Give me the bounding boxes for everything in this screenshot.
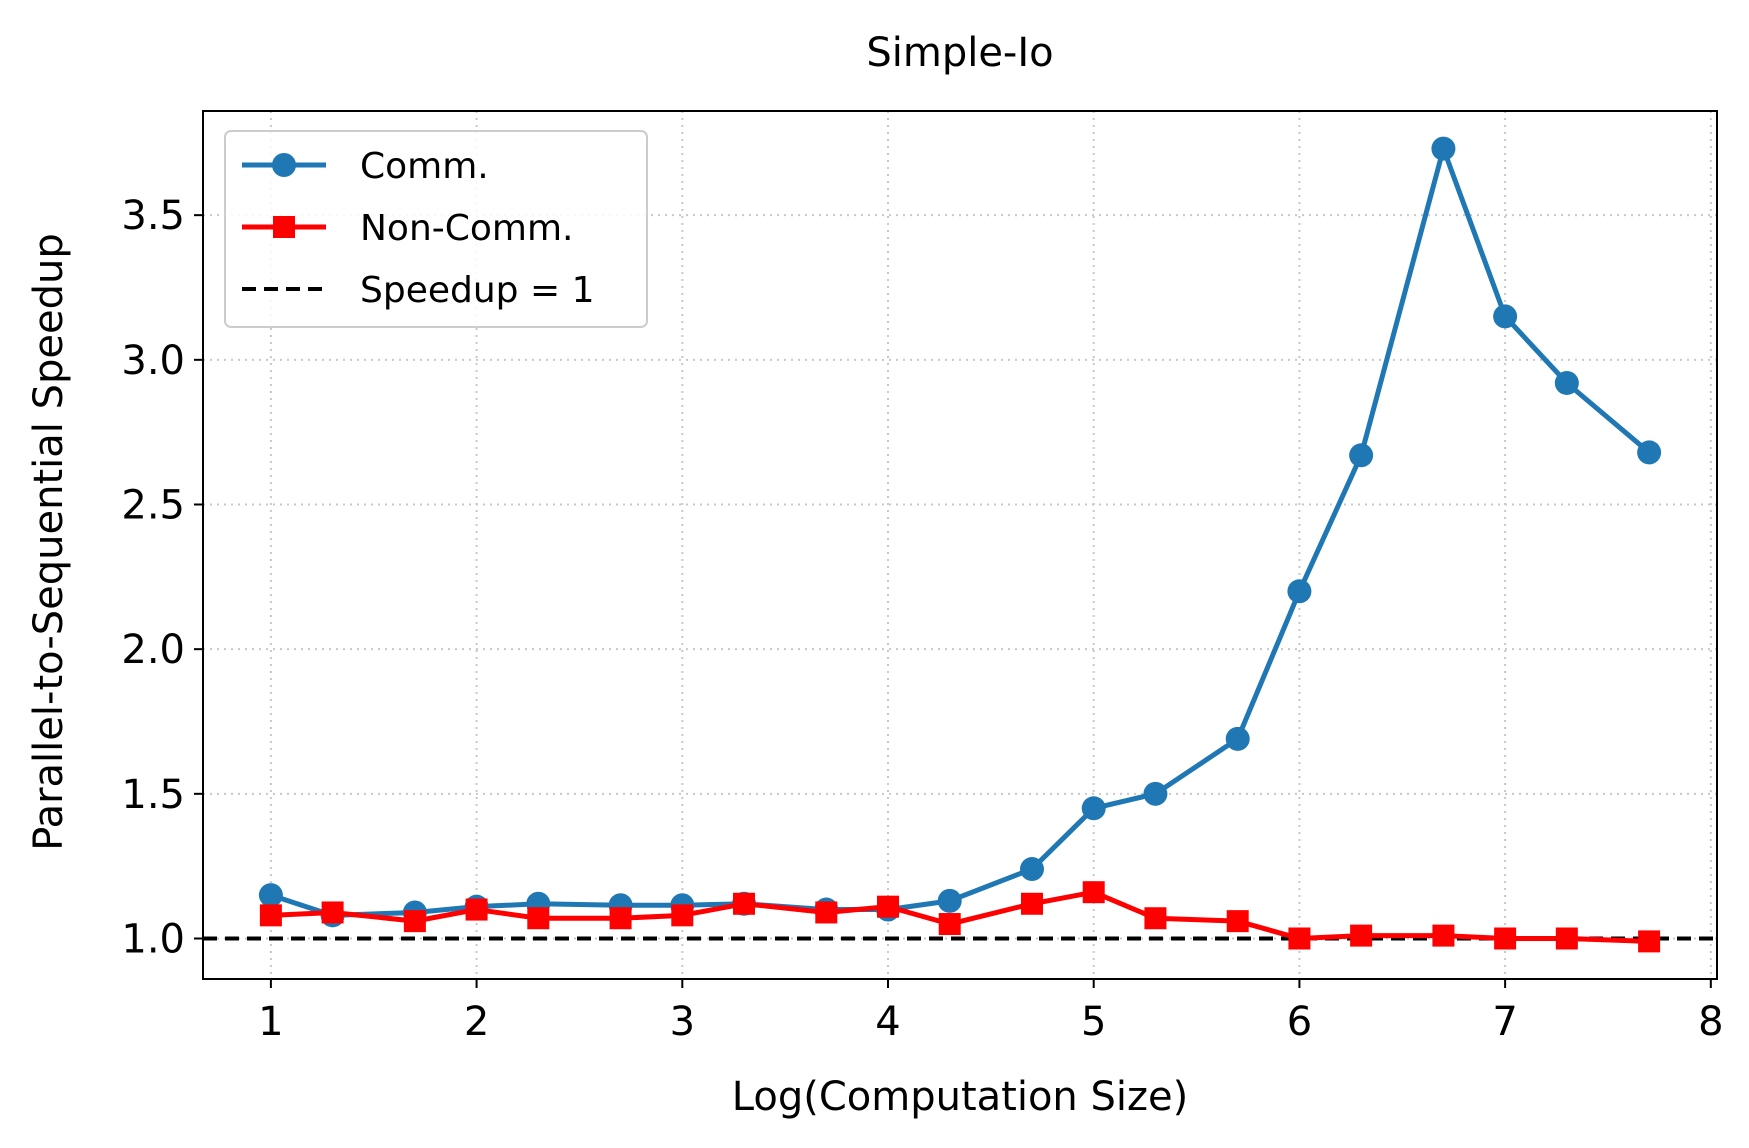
data-point — [1555, 927, 1578, 950]
data-point — [403, 910, 426, 933]
x-tick-label: 2 — [464, 999, 489, 1045]
data-point — [609, 907, 632, 930]
data-point — [1432, 924, 1455, 947]
y-tick-label: 1.0 — [121, 916, 185, 962]
data-point — [1225, 726, 1250, 751]
data-point — [1082, 881, 1105, 904]
legend-entry: Speedup = 1 — [242, 270, 594, 311]
legend-marker — [272, 153, 296, 177]
data-point — [1226, 910, 1249, 933]
series-2 — [259, 881, 1661, 953]
grid — [203, 111, 1717, 979]
data-point — [815, 901, 838, 924]
y-tick-label: 3.0 — [121, 338, 185, 384]
x-tick-label: 1 — [258, 999, 283, 1045]
data-point — [1020, 892, 1043, 915]
x-axis-ticks: 1 2 3 4 5 6 7 8 — [258, 979, 1724, 1045]
data-point — [527, 907, 550, 930]
x-tick-label: 5 — [1081, 999, 1106, 1045]
chart-title: Simple-Io — [866, 30, 1053, 76]
data-point — [937, 888, 962, 913]
data-point — [1431, 136, 1456, 161]
data-point — [1638, 930, 1661, 953]
data-point — [1350, 924, 1373, 947]
data-point — [1494, 927, 1517, 950]
legend-entry: Comm. — [242, 146, 489, 187]
series-group — [258, 136, 1662, 953]
y-tick-label: 2.0 — [121, 627, 185, 673]
data-point — [1637, 440, 1662, 465]
x-tick-label: 8 — [1698, 999, 1723, 1045]
data-point — [877, 895, 900, 918]
data-point — [1493, 304, 1518, 329]
data-point — [1081, 796, 1106, 821]
data-point — [671, 904, 694, 927]
y-tick-label: 2.5 — [121, 482, 185, 528]
data-point — [1287, 579, 1312, 604]
data-point — [1349, 443, 1374, 468]
y-axis-ticks: 1.0 1.5 2.0 2.5 3.0 3.5 — [121, 193, 203, 962]
legend-label: Comm. — [360, 146, 489, 187]
data-point — [1554, 370, 1579, 395]
data-point — [1143, 781, 1168, 806]
data-point — [259, 904, 282, 927]
y-axis-label: Parallel-to-Sequential Speedup — [26, 233, 72, 850]
data-point — [465, 898, 488, 921]
data-point — [258, 883, 283, 908]
legend-label: Non-Comm. — [360, 208, 574, 249]
x-axis-label: Log(Computation Size) — [732, 1074, 1188, 1120]
x-tick-label: 6 — [1287, 999, 1312, 1045]
x-tick-label: 3 — [670, 999, 695, 1045]
legend: Comm. Non-Comm. Speedup = 1 — [224, 130, 648, 328]
x-tick-label: 7 — [1492, 999, 1517, 1045]
legend-label: Speedup = 1 — [360, 270, 594, 311]
legend-box — [224, 130, 648, 328]
data-point — [938, 913, 961, 936]
y-tick-label: 3.5 — [121, 193, 185, 239]
y-tick-label: 1.5 — [121, 772, 185, 818]
plot-frame — [202, 110, 1718, 980]
legend-entry: Non-Comm. — [242, 208, 574, 249]
legend-marker — [273, 216, 295, 238]
data-point — [1288, 927, 1311, 950]
data-point — [1144, 907, 1167, 930]
data-point — [321, 901, 344, 924]
data-point — [733, 892, 756, 915]
series-1 — [258, 136, 1662, 928]
x-tick-label: 4 — [875, 999, 900, 1045]
data-point — [1019, 857, 1044, 882]
